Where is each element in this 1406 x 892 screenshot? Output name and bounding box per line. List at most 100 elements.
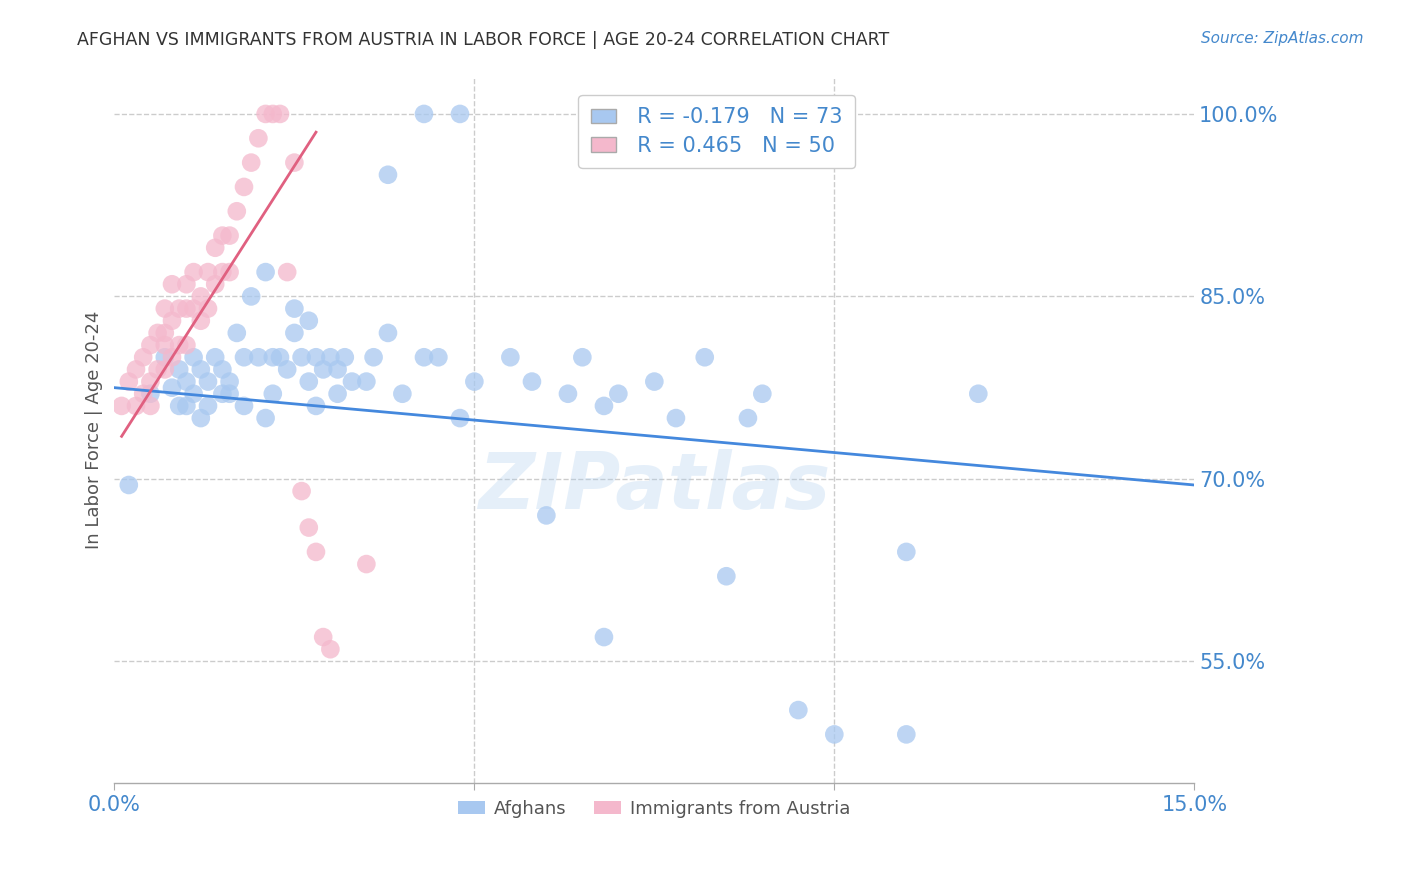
Point [607, 386, 630, 401]
Point [197, 301, 219, 316]
Point [183, 265, 205, 279]
Point [139, 338, 162, 352]
Point [197, 375, 219, 389]
Point [571, 351, 593, 365]
Point [665, 411, 688, 425]
Point [298, 375, 321, 389]
Point [319, 351, 342, 365]
Point [291, 351, 314, 365]
Point [190, 362, 212, 376]
Point [787, 703, 810, 717]
Point [204, 277, 226, 292]
Point [132, 386, 155, 401]
Point [160, 351, 183, 365]
Point [305, 399, 328, 413]
Point [737, 411, 759, 425]
Point [363, 351, 385, 365]
Point [326, 386, 349, 401]
Point [291, 484, 314, 499]
Point [283, 155, 305, 169]
Point [557, 386, 579, 401]
Point [340, 375, 363, 389]
Point [283, 301, 305, 316]
Point [967, 386, 990, 401]
Point [262, 386, 284, 401]
Point [716, 569, 738, 583]
Point [240, 155, 263, 169]
Point [593, 630, 616, 644]
Point [190, 289, 212, 303]
Point [391, 386, 413, 401]
Point [896, 545, 918, 559]
Point [183, 351, 205, 365]
Point [125, 399, 148, 413]
Point [218, 265, 240, 279]
Point [499, 351, 522, 365]
Point [176, 375, 198, 389]
Point [204, 351, 226, 365]
Point [167, 301, 190, 316]
Point [593, 399, 616, 413]
Point [153, 301, 176, 316]
Point [225, 204, 247, 219]
Point [160, 314, 183, 328]
Point [356, 557, 378, 571]
Point [298, 520, 321, 534]
Point [896, 727, 918, 741]
Point [269, 107, 291, 121]
Point [233, 351, 256, 365]
Point [160, 381, 183, 395]
Point [520, 375, 543, 389]
Point [305, 545, 328, 559]
Point [225, 326, 247, 340]
Point [197, 265, 219, 279]
Point [427, 351, 450, 365]
Point [190, 411, 212, 425]
Point [139, 375, 162, 389]
Point [197, 399, 219, 413]
Point [167, 399, 190, 413]
Point [183, 301, 205, 316]
Point [176, 277, 198, 292]
Point [254, 107, 277, 121]
Text: AFGHAN VS IMMIGRANTS FROM AUSTRIA IN LABOR FORCE | AGE 20-24 CORRELATION CHART: AFGHAN VS IMMIGRANTS FROM AUSTRIA IN LAB… [77, 31, 890, 49]
Point [139, 399, 162, 413]
Point [139, 386, 162, 401]
Point [823, 727, 845, 741]
Text: ZIPatlas: ZIPatlas [478, 449, 831, 524]
Point [233, 399, 256, 413]
Point [449, 411, 471, 425]
Point [254, 411, 277, 425]
Point [160, 277, 183, 292]
Point [333, 351, 356, 365]
Point [326, 362, 349, 376]
Point [377, 326, 399, 340]
Point [204, 241, 226, 255]
Point [463, 375, 485, 389]
Point [247, 131, 270, 145]
Point [276, 362, 298, 376]
Legend: Afghans, Immigrants from Austria: Afghans, Immigrants from Austria [451, 792, 858, 825]
Point [233, 180, 256, 194]
Point [146, 362, 169, 376]
Point [305, 351, 328, 365]
Point [167, 338, 190, 352]
Point [262, 351, 284, 365]
Point [751, 386, 773, 401]
Point [176, 338, 198, 352]
Point [218, 375, 240, 389]
Point [240, 289, 263, 303]
Point [176, 301, 198, 316]
Y-axis label: In Labor Force | Age 20-24: In Labor Force | Age 20-24 [86, 311, 103, 549]
Point [153, 362, 176, 376]
Point [146, 326, 169, 340]
Point [377, 168, 399, 182]
Point [132, 351, 155, 365]
Point [125, 362, 148, 376]
Text: Source: ZipAtlas.com: Source: ZipAtlas.com [1201, 31, 1364, 46]
Point [218, 228, 240, 243]
Point [269, 351, 291, 365]
Point [153, 338, 176, 352]
Point [319, 642, 342, 657]
Point [449, 107, 471, 121]
